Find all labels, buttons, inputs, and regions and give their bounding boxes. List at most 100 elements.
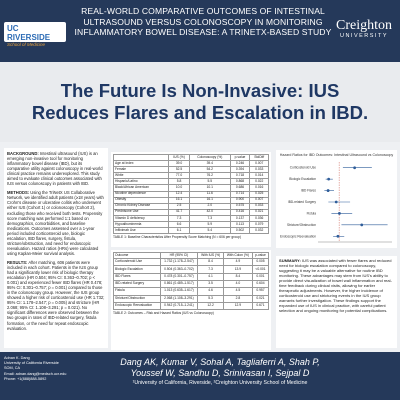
contact-info: Adnan K. Dang University of California Ri… (4, 356, 66, 382)
table-cell: Endoscopic Reevaluation (113, 301, 161, 311)
table-cell: 12.9 (222, 301, 253, 311)
category-label: Corticosteroid Use (290, 166, 316, 170)
section: METHODS: Using the TriNetX US Collaborat… (7, 190, 105, 256)
category-label: Biologic Escalation (289, 177, 316, 181)
category-label: IBD-related Surgery (288, 200, 317, 204)
hr-point (326, 189, 330, 192)
affiliations: ¹University of California, Riverside, ²C… (132, 380, 308, 386)
table-cell: <0.001 (251, 265, 270, 274)
table-cell: 4.0 (222, 279, 253, 289)
logo-subtext: School of Medicine (7, 42, 46, 47)
table-cell: IBD-related Surgery (113, 279, 161, 289)
logo-creighton: Creighton UNIVERSITY (336, 18, 392, 39)
section-label: METHODS: (7, 190, 30, 196)
table: Outcome HR (95% CI) With IUS (%) With Colon… (113, 251, 270, 311)
table-cell: 2.068 (1.108–3.291) (159, 294, 199, 303)
table-cell: 0.957 (251, 287, 270, 296)
table-cell: 8.4 (222, 272, 253, 281)
category-label: IBD Flares (301, 189, 316, 193)
category-label: Fistula (307, 211, 317, 215)
table-cell: 3.5 (197, 279, 224, 289)
table-cell: 7.3 (197, 265, 224, 274)
hr-point (327, 177, 331, 181)
table-1: IUS (%) Colonoscopy (%) p-value StdDiff Age … (111, 152, 271, 247)
hr-point (334, 200, 338, 204)
table-row: Endoscopic Reevaluation 0.942 (0.715–1.24… (113, 301, 270, 311)
chart-title: Hazard Ratios for IBD Outcomes: Intestin… (280, 153, 394, 157)
table-2: Outcome HR (95% CI) With IUS (%) With Colon… (111, 250, 271, 350)
section: BACKGROUND: Intestinal ultrasound (IUS) … (7, 151, 105, 186)
headline: The Future Is Non-Invasive: IUS Reduces … (0, 62, 400, 142)
logo-text: UC RIVERSIDE (7, 24, 51, 42)
table-row: IBD Flares 0.478 (0.301–0.757) 4.1 8.4 0.001 (113, 272, 270, 281)
table-cell: 4.6 (197, 287, 224, 296)
table-row: Biologic Escalation 0.504 (0.363–0.702) 7.… (113, 265, 270, 274)
table-cell: 0.021 (251, 294, 270, 303)
section-text: Intestinal ultrasound (IUS) is an emergi… (7, 151, 103, 187)
contact-line: University of California Riverside (4, 361, 59, 366)
table-cell: 1.732 (1.178–2.547) (159, 258, 199, 267)
table-cell: Fistula (113, 287, 161, 296)
table-cell: Infliximab Use (112, 227, 170, 235)
left-column: BACKGROUND: Intestinal ultrasound (IUS) … (4, 148, 108, 348)
table-caption: TABLE 2: Outcomes – Risk and Hazard Rati… (113, 311, 214, 316)
category-label: Endoscopic Reevaluation (280, 234, 316, 238)
contact-line: Email: adnan.dang@medsch.ucr.edu (4, 371, 67, 376)
table-cell: 0.671 (251, 301, 270, 311)
header: UC RIVERSIDE School of Medicine REAL-WOR… (0, 0, 400, 62)
logo-subtext: UNIVERSITY (339, 33, 388, 39)
table-cell: 0.478 (0.301–0.757) (159, 272, 199, 281)
forest-plot: Hazard Ratios for IBD Outcomes: Intestin… (280, 153, 394, 243)
section-label: BACKGROUND: (7, 151, 39, 156)
table-row: IBD-related Surgery 0.861 (0.489–1.517) 3.… (113, 279, 270, 289)
section-text: Using the TriNetX US Collaborative Netwo… (7, 190, 104, 256)
table-cell: 0.005 (251, 258, 270, 267)
section-label: SUMMARY: (279, 258, 301, 263)
table-cell: 13.9 (222, 265, 253, 274)
table-cell: 0.604 (251, 279, 270, 289)
contact-line: Adnan K. Dang (4, 356, 30, 360)
table-cell: 0.001 (251, 272, 270, 281)
table-cell: 5.4 (189, 227, 231, 235)
table-row: Fistula 1.013 (0.635–1.617) 4.6 4.5 0.957 (113, 287, 270, 296)
category-label: Stricture/Obstruction (287, 223, 316, 227)
hr-point (353, 166, 357, 170)
table-cell: 0.502 (229, 227, 251, 235)
table-cell: 0.861 (0.489–1.517) (159, 279, 199, 289)
summary: SUMMARY: IUS was associated with fewer f… (276, 256, 397, 348)
table-cell: IBD Flares (113, 272, 161, 281)
table-cell: 5.3 (197, 294, 224, 303)
table-row: Stricture/Obstruction 2.068 (1.108–3.291)… (113, 294, 270, 303)
table-cell: 8.4 (197, 258, 224, 267)
table-row: Infliximab Use 6.1 5.4 0.502 0.032 (112, 227, 269, 235)
table-cell: 12.2 (197, 301, 224, 311)
table-cell: 2.8 (222, 294, 253, 303)
hr-point (360, 223, 364, 227)
section-label: RESULTS: (7, 259, 28, 265)
table-cell: 0.942 (0.715–1.241) (159, 301, 199, 311)
authors: Dang AK, Kumar V, Sohal A, Tagliaferri A… (120, 357, 320, 378)
table-cell: 1.013 (0.635–1.617) (159, 287, 199, 296)
footer: Adnan K. Dang University of California Ri… (0, 352, 400, 400)
table-cell: 6.1 (168, 227, 191, 235)
table-cell: Corticosteroid Use (113, 258, 161, 267)
hr-point (338, 212, 341, 215)
table-cell: 4.5 (222, 287, 253, 296)
logo-ucr: UC RIVERSIDE School of Medicine (4, 22, 66, 47)
section-text: IUS was associated with fewer flares and… (279, 258, 392, 313)
table-cell: Stricture/Obstruction (113, 294, 161, 303)
table-cell: Biologic Escalation (113, 265, 161, 274)
figure: Hazard Ratios for IBD Outcomes: Intestin… (276, 150, 397, 248)
table-cell: 0.504 (0.363–0.702) (159, 265, 199, 274)
section: RESULTS: After matching, 606 patients we… (7, 260, 105, 331)
contact-line: SOM, CA (4, 366, 21, 371)
table-cell: 4.9 (222, 258, 253, 267)
contact-line: Phone: +1(888)888-5892 (4, 376, 47, 381)
hr-point (336, 234, 340, 238)
table-cell: 4.1 (197, 272, 224, 281)
table-row: Corticosteroid Use 1.732 (1.178–2.547) 8.4… (113, 258, 270, 267)
section-text: After matching, 606 patients were includ… (7, 259, 105, 331)
table-caption: TABLE 1: Baseline Characteristics After … (113, 235, 241, 240)
logo-text: Creighton (336, 18, 392, 33)
